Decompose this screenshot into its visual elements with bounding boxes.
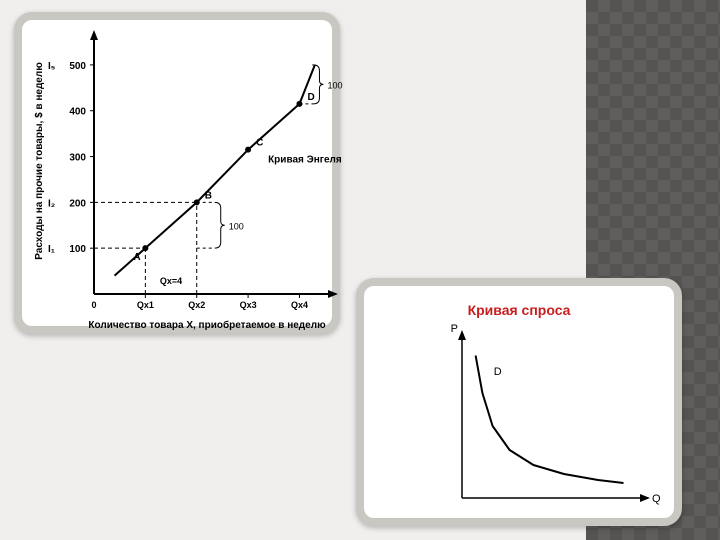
svg-text:I₁: I₁ — [48, 244, 55, 255]
demand-curve-chart: P Q D — [364, 286, 690, 534]
svg-text:200: 200 — [69, 198, 86, 209]
svg-text:Qx4: Qx4 — [291, 300, 308, 310]
svg-text:Количество товара X, приобрета: Количество товара X, приобретаемое в нед… — [88, 319, 326, 331]
engel-curve-card: I₁ 100 I₂ 200 300 400 I₅ 500 0 Qx1 Qx2 Qx3 Qx4 A B C D Qx… — [14, 12, 340, 334]
svg-text:D: D — [307, 92, 314, 103]
svg-text:100: 100 — [69, 244, 86, 255]
svg-text:I₅: I₅ — [48, 61, 56, 72]
svg-text:Qx=4: Qx=4 — [160, 276, 182, 286]
svg-text:500: 500 — [69, 61, 86, 72]
svg-text:B: B — [205, 190, 212, 201]
svg-text:D: D — [494, 366, 502, 378]
svg-text:400: 400 — [69, 107, 86, 118]
svg-text:100: 100 — [327, 80, 342, 90]
svg-text:Qx1: Qx1 — [137, 300, 154, 310]
svg-text:C: C — [256, 138, 263, 149]
svg-text:Qx3: Qx3 — [240, 300, 257, 310]
svg-text:100: 100 — [229, 221, 244, 231]
svg-text:300: 300 — [69, 153, 86, 164]
svg-text:0: 0 — [91, 300, 96, 310]
svg-text:I₂: I₂ — [48, 198, 55, 209]
demand-curve-title: Кривая спроса — [364, 302, 674, 318]
svg-text:P: P — [451, 323, 458, 335]
svg-text:Q: Q — [652, 493, 661, 505]
svg-text:Расходы на прочие товары, $ в: Расходы на прочие товары, $ в неделю — [34, 62, 45, 260]
svg-text:Кривая Энгеля: Кривая Энгеля — [268, 155, 342, 166]
svg-text:Qx2: Qx2 — [188, 300, 205, 310]
demand-curve-card: Кривая спроса P Q D — [356, 278, 682, 526]
svg-text:A: A — [133, 252, 140, 263]
engel-curve-chart: I₁ 100 I₂ 200 300 400 I₅ 500 0 Qx1 Qx2 Qx3 Qx4 A B C D Qx… — [22, 20, 348, 342]
